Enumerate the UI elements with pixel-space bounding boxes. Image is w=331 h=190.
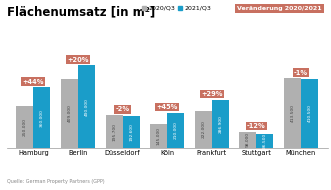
Text: 360.000: 360.000 [40, 109, 44, 127]
Text: 192.600: 192.600 [129, 123, 133, 141]
Bar [284, 78, 301, 148]
Bar [195, 111, 212, 148]
Text: 210.000: 210.000 [174, 121, 178, 139]
Text: -1%: -1% [294, 70, 308, 75]
Text: 250.000: 250.000 [23, 118, 27, 136]
Text: 98.000: 98.000 [246, 132, 250, 147]
Bar [33, 87, 50, 148]
Bar [122, 116, 139, 148]
Text: 413.500: 413.500 [291, 104, 295, 122]
Text: 409.000: 409.000 [68, 105, 71, 122]
Text: Flächenumsatz [in m²]: Flächenumsatz [in m²] [7, 6, 155, 19]
Bar [167, 112, 184, 148]
Text: +45%: +45% [157, 104, 178, 110]
Text: +44%: +44% [23, 79, 44, 85]
Text: Quelle: German Property Partners (GPP): Quelle: German Property Partners (GPP) [7, 179, 104, 184]
Text: -2%: -2% [116, 106, 130, 112]
Text: 195.700: 195.700 [112, 123, 116, 141]
Text: 490.000: 490.000 [84, 98, 88, 116]
Text: 222.000: 222.000 [201, 120, 205, 138]
Text: 86.500: 86.500 [263, 133, 267, 149]
Bar [239, 131, 256, 148]
Bar [256, 134, 273, 148]
Bar [301, 78, 318, 148]
Legend: 2020/Q3, 2021/Q3: 2020/Q3, 2021/Q3 [139, 3, 214, 13]
Bar [17, 106, 33, 148]
Bar [150, 124, 167, 148]
Bar [106, 115, 122, 148]
Text: -12%: -12% [247, 123, 266, 129]
Bar [212, 100, 229, 148]
Text: 145.000: 145.000 [157, 127, 161, 145]
Text: 410.500: 410.500 [307, 104, 311, 122]
Text: 286.900: 286.900 [218, 115, 222, 133]
Bar [78, 65, 95, 148]
Text: Veränderung 2020/2021: Veränderung 2020/2021 [237, 6, 322, 11]
Text: +29%: +29% [201, 91, 222, 97]
Text: +20%: +20% [67, 57, 89, 63]
Bar [61, 79, 78, 148]
